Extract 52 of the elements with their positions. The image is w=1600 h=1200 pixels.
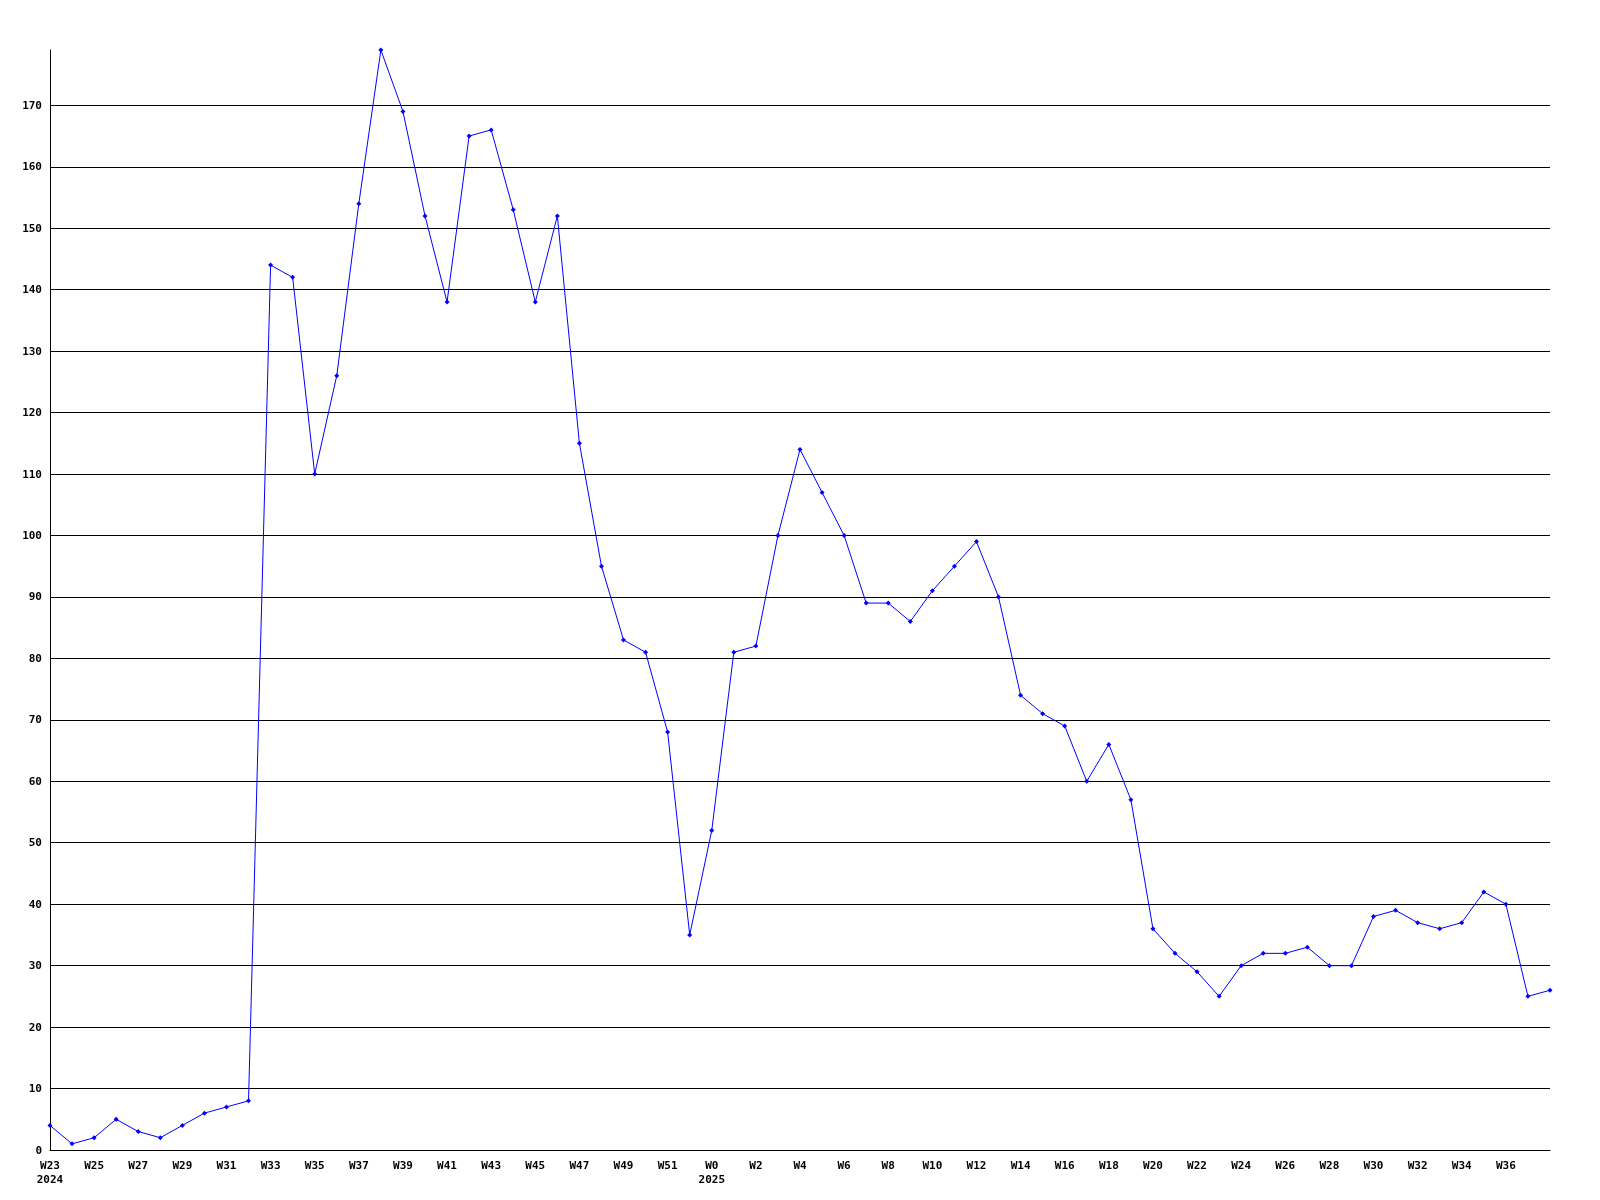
x-tick-label: W31 [216,1158,237,1172]
y-tick-label: 50 [28,836,42,850]
y-tick-label: 100 [22,528,42,542]
y-tick-label: 80 [28,651,42,665]
x-tick-label: W35 [304,1158,325,1172]
x-tick-label: W23 2024 [36,1158,64,1186]
y-tick-label: 170 [22,98,42,112]
x-tick-label: W32 [1407,1158,1428,1172]
y-tick-label: 0 [35,1143,42,1157]
x-tick-label: W43 [481,1158,502,1172]
x-tick-label: W37 [348,1158,369,1172]
y-tick-label: 130 [22,344,42,358]
x-tick-label: W18 [1098,1158,1119,1172]
y-tick-label: 30 [28,959,42,973]
x-tick-label: W30 [1363,1158,1384,1172]
x-tick-label: W10 [922,1158,943,1172]
x-tick-label: W47 [569,1158,590,1172]
y-tick-label: 110 [22,467,42,481]
x-tick-label: W6 [837,1158,852,1172]
x-tick-label: W33 [260,1158,281,1172]
x-tick-label: W28 [1319,1158,1340,1172]
y-tick-label: 140 [22,283,42,297]
y-tick-label: 60 [28,774,42,788]
y-tick-label: 150 [22,221,42,235]
x-tick-label: W24 [1231,1158,1252,1172]
x-tick-label: W36 [1495,1158,1517,1172]
x-tick-label: W26 [1275,1158,1296,1172]
x-tick-label: W29 [172,1158,193,1172]
x-tick-label: W20 [1143,1158,1163,1172]
x-tick-label: W22 [1187,1158,1207,1172]
y-tick-label: 160 [22,160,42,174]
x-tick-label: W39 [393,1158,413,1172]
x-tick-label: W2 [749,1158,763,1172]
x-tick-label: W8 [881,1158,895,1172]
x-tick-label: W27 [128,1158,149,1172]
y-tick-label: 20 [28,1020,42,1034]
y-tick-label: 90 [28,590,42,604]
y-tick-label: 120 [22,406,42,420]
x-tick-label: W51 [657,1158,678,1172]
x-tick-label: W0 2025 [698,1158,726,1186]
x-tick-label: W49 [613,1158,634,1172]
x-tick-label: W34 [1451,1158,1473,1172]
x-tick-label: W25 [84,1158,105,1172]
x-tick-label: W12 [966,1158,987,1172]
x-tick-label: W16 [1054,1158,1076,1172]
y-tick-label: 10 [28,1082,42,1096]
x-tick-label: W14 [1010,1158,1031,1172]
y-tick-label: 70 [28,713,42,727]
x-tick-label: W41 [437,1158,458,1172]
y-tick-label: 40 [28,897,42,911]
x-tick-label: W4 [793,1158,807,1172]
x-tick-label: W45 [525,1158,546,1172]
